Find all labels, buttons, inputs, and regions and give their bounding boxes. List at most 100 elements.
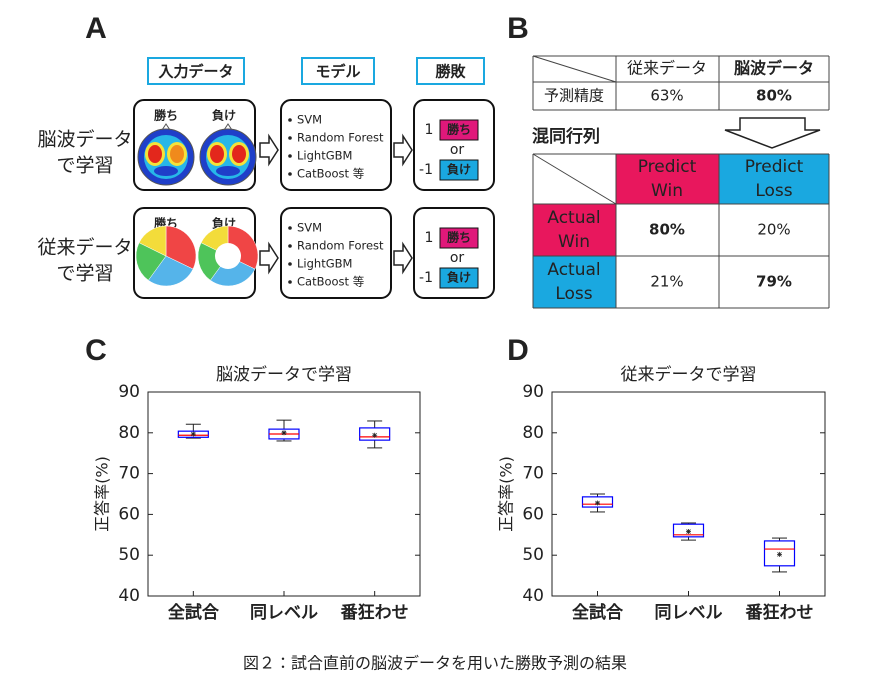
row-label: で学習 <box>56 155 113 177</box>
model-box <box>280 99 392 191</box>
row-header: Win <box>558 232 590 252</box>
header-cell <box>719 154 829 204</box>
caption: 図２：試合直前の脳波データを用いた勝敗予測の結果 <box>243 654 627 673</box>
pie-slice <box>147 255 194 287</box>
y-tick-label: 70 <box>522 464 544 484</box>
x-tick-label: 同レベル <box>655 603 723 623</box>
cell: 20% <box>757 221 790 239</box>
head-zone <box>232 145 246 163</box>
model-name: Random Forest <box>297 239 384 253</box>
header-label: 入力データ <box>157 63 233 81</box>
header-label: モデル <box>315 63 360 81</box>
cell: 79% <box>756 273 792 291</box>
col-header: Predict <box>745 157 804 177</box>
header-cell <box>533 204 616 256</box>
pie-slice <box>135 242 167 281</box>
y-tick-label: 60 <box>118 504 140 524</box>
pie-slice <box>209 255 256 287</box>
win-label: 勝ち <box>447 122 471 137</box>
y-tick-label: 50 <box>118 545 140 565</box>
row-header: Loss <box>555 284 592 304</box>
x-tick-label: 番狂わせ <box>745 603 814 623</box>
or-label: or <box>450 250 465 266</box>
col-header: 従来データ <box>627 59 707 78</box>
cell: 80% <box>756 87 792 105</box>
mean-marker <box>281 430 287 436</box>
y-tick-label: 70 <box>118 464 140 484</box>
outcome-value: -1 <box>419 270 433 286</box>
lose-badge <box>439 267 479 289</box>
model-name: CatBoost 等 <box>297 167 364 181</box>
head-zone <box>216 166 240 176</box>
chart-title: 従来データで学習 <box>621 364 757 385</box>
win-badge <box>439 227 479 249</box>
pie-hole <box>215 243 241 269</box>
y-axis-label: 正答率(%) <box>93 456 112 532</box>
outcome-value: 1 <box>425 230 434 246</box>
cell: 21% <box>650 273 683 291</box>
header-box <box>416 57 485 85</box>
x-tick-label: 全試合 <box>572 602 624 623</box>
box <box>581 496 614 508</box>
y-tick-label: 90 <box>118 382 140 402</box>
row-label: 従来データ <box>37 237 132 259</box>
bullet <box>288 244 292 248</box>
model-name: SVM <box>297 113 322 127</box>
bullet <box>288 172 292 176</box>
model-name: Random Forest <box>297 131 384 145</box>
outcome-value: 1 <box>425 122 434 138</box>
model-name: CatBoost 等 <box>297 275 364 289</box>
header-cell <box>616 154 719 204</box>
row-label: 脳波データ <box>37 129 132 151</box>
row-label: で学習 <box>56 263 113 285</box>
head-nose <box>161 123 171 131</box>
cell: 63% <box>650 87 683 105</box>
arrow <box>393 241 413 275</box>
outcome-value: -1 <box>419 162 433 178</box>
pie-slice <box>138 225 167 257</box>
mean-marker <box>777 551 782 557</box>
win-tag: 勝ち <box>154 108 178 123</box>
section-title: 混同行列 <box>532 126 600 147</box>
panel-label: D <box>507 334 529 367</box>
x-tick-label: 同レベル <box>250 603 318 623</box>
mean-marker <box>190 431 196 437</box>
bullet <box>288 262 292 266</box>
diagonal <box>532 153 617 205</box>
header-label: 勝敗 <box>435 63 466 81</box>
row-header: Actual <box>547 260 600 280</box>
chart-title: 脳波データで学習 <box>216 364 352 385</box>
model-box <box>280 207 392 299</box>
head-zone <box>170 145 184 163</box>
lose-label: 負け <box>447 270 471 285</box>
bullet <box>288 118 292 122</box>
header-box <box>301 57 375 85</box>
box <box>359 427 391 441</box>
head-zone <box>210 145 224 163</box>
box <box>763 540 796 567</box>
col-header: Win <box>651 181 683 201</box>
bullet <box>288 154 292 158</box>
header-cell <box>533 256 616 308</box>
x-tick-label: 全試合 <box>168 602 220 623</box>
panel-label: C <box>85 334 107 367</box>
arrow <box>259 241 279 275</box>
panel-label: B <box>507 12 529 45</box>
y-tick-label: 80 <box>522 423 544 443</box>
row-header: 予測精度 <box>544 87 604 105</box>
or-label: or <box>450 142 465 158</box>
box <box>177 430 209 438</box>
lose-label: 負け <box>447 162 471 177</box>
cell: 80% <box>649 221 685 239</box>
header-box <box>147 57 245 85</box>
win-badge <box>439 119 479 141</box>
y-tick-label: 90 <box>522 382 544 402</box>
arrow <box>393 133 413 167</box>
panel-label: A <box>85 12 107 45</box>
x-tick-label: 番狂わせ <box>340 603 409 623</box>
bullet <box>288 136 292 140</box>
arrow <box>259 133 279 167</box>
lose-tag: 負け <box>212 108 236 123</box>
